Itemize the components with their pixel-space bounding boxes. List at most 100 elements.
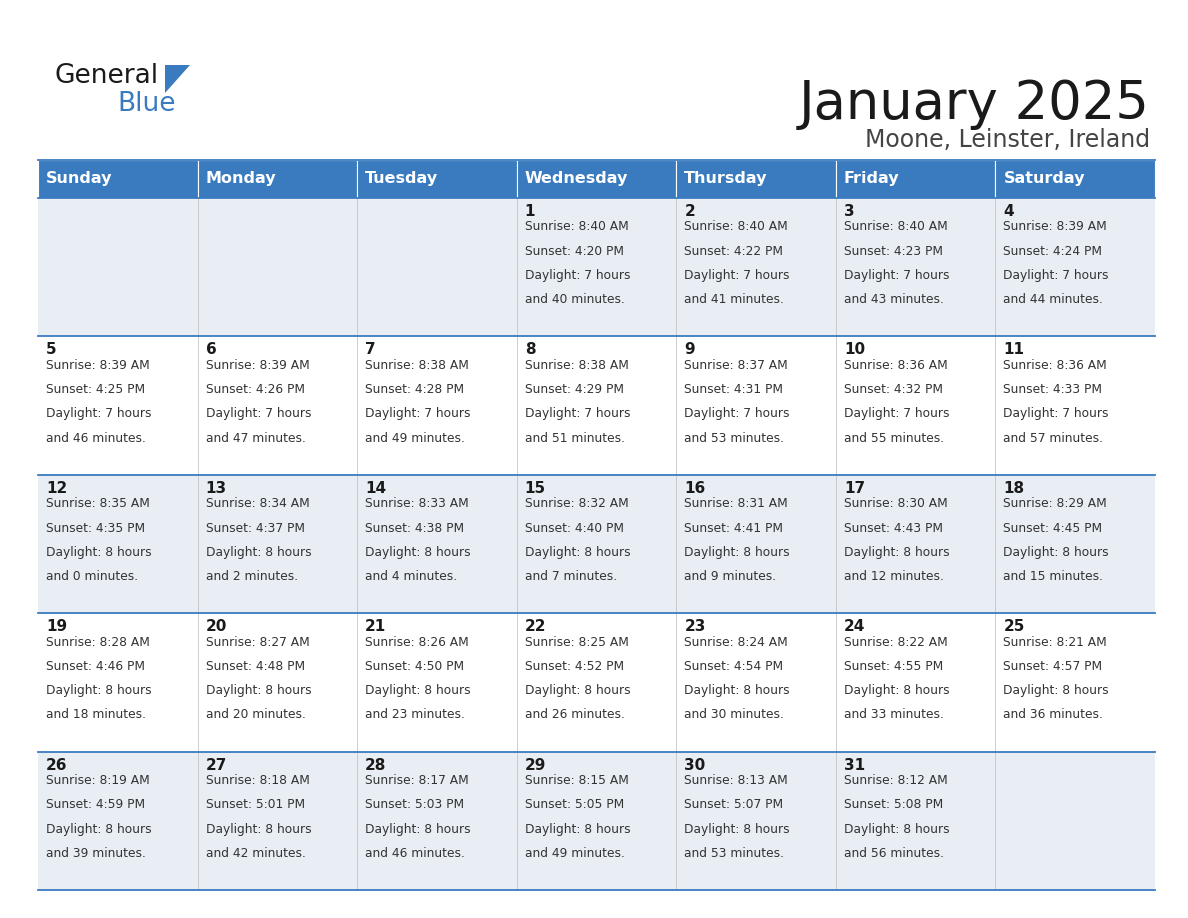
Bar	[38, 752, 1155, 890]
Text: and 23 minutes.: and 23 minutes.	[365, 709, 465, 722]
Text: Daylight: 8 hours: Daylight: 8 hours	[46, 684, 152, 697]
Text: Daylight: 8 hours: Daylight: 8 hours	[843, 684, 949, 697]
Text: Daylight: 7 hours: Daylight: 7 hours	[365, 408, 470, 420]
Text: Daylight: 8 hours: Daylight: 8 hours	[684, 684, 790, 697]
Text: Daylight: 8 hours: Daylight: 8 hours	[843, 545, 949, 559]
Text: and 42 minutes.: and 42 minutes.	[206, 846, 305, 860]
Text: Sunset: 4:41 PM: Sunset: 4:41 PM	[684, 521, 783, 534]
Text: Sunrise: 8:18 AM: Sunrise: 8:18 AM	[206, 774, 309, 787]
Text: Sunset: 4:35 PM: Sunset: 4:35 PM	[46, 521, 145, 534]
Text: 9: 9	[684, 342, 695, 357]
Text: Sunset: 4:55 PM: Sunset: 4:55 PM	[843, 660, 943, 673]
Text: and 46 minutes.: and 46 minutes.	[46, 431, 146, 444]
Bar	[358, 160, 517, 198]
Text: General: General	[55, 63, 159, 89]
Text: 26: 26	[46, 757, 68, 773]
Text: Sunrise: 8:21 AM: Sunrise: 8:21 AM	[1004, 635, 1107, 649]
Bar	[996, 160, 1155, 198]
Text: Sunrise: 8:13 AM: Sunrise: 8:13 AM	[684, 774, 788, 787]
Text: and 4 minutes.: and 4 minutes.	[365, 570, 457, 583]
Text: and 26 minutes.: and 26 minutes.	[525, 709, 625, 722]
Text: Sunrise: 8:40 AM: Sunrise: 8:40 AM	[525, 220, 628, 233]
Bar	[836, 160, 996, 198]
Text: Saturday: Saturday	[1004, 172, 1085, 186]
Text: 12: 12	[46, 481, 68, 496]
Text: and 39 minutes.: and 39 minutes.	[46, 846, 146, 860]
Text: 28: 28	[365, 757, 386, 773]
Bar	[38, 613, 1155, 752]
Text: Daylight: 7 hours: Daylight: 7 hours	[525, 269, 630, 282]
Text: Daylight: 8 hours: Daylight: 8 hours	[46, 545, 152, 559]
Text: and 20 minutes.: and 20 minutes.	[206, 709, 305, 722]
Text: Sunset: 4:40 PM: Sunset: 4:40 PM	[525, 521, 624, 534]
Text: 20: 20	[206, 620, 227, 634]
Text: Sunrise: 8:17 AM: Sunrise: 8:17 AM	[365, 774, 469, 787]
Text: Sunrise: 8:25 AM: Sunrise: 8:25 AM	[525, 635, 628, 649]
Text: Sunrise: 8:39 AM: Sunrise: 8:39 AM	[206, 359, 309, 372]
Text: Moone, Leinster, Ireland: Moone, Leinster, Ireland	[865, 128, 1150, 152]
Text: 17: 17	[843, 481, 865, 496]
Text: Sunrise: 8:26 AM: Sunrise: 8:26 AM	[365, 635, 469, 649]
Text: Daylight: 7 hours: Daylight: 7 hours	[684, 269, 790, 282]
Text: Sunset: 4:38 PM: Sunset: 4:38 PM	[365, 521, 465, 534]
Bar	[38, 475, 1155, 613]
Text: 1: 1	[525, 204, 536, 219]
Text: Sunrise: 8:39 AM: Sunrise: 8:39 AM	[46, 359, 150, 372]
Text: Daylight: 7 hours: Daylight: 7 hours	[843, 408, 949, 420]
Text: 14: 14	[365, 481, 386, 496]
Text: Sunrise: 8:34 AM: Sunrise: 8:34 AM	[206, 498, 309, 510]
Text: Sunset: 4:43 PM: Sunset: 4:43 PM	[843, 521, 943, 534]
Text: Daylight: 7 hours: Daylight: 7 hours	[843, 269, 949, 282]
Text: Daylight: 8 hours: Daylight: 8 hours	[365, 684, 470, 697]
Text: 10: 10	[843, 342, 865, 357]
Text: Daylight: 8 hours: Daylight: 8 hours	[206, 545, 311, 559]
Text: Sunset: 4:46 PM: Sunset: 4:46 PM	[46, 660, 145, 673]
Text: Sunset: 4:24 PM: Sunset: 4:24 PM	[1004, 245, 1102, 258]
Text: Sunrise: 8:30 AM: Sunrise: 8:30 AM	[843, 498, 948, 510]
Text: Sunset: 4:52 PM: Sunset: 4:52 PM	[525, 660, 624, 673]
Text: 29: 29	[525, 757, 546, 773]
Text: Tuesday: Tuesday	[365, 172, 438, 186]
Text: and 36 minutes.: and 36 minutes.	[1004, 709, 1104, 722]
Text: Sunday: Sunday	[46, 172, 113, 186]
Text: 3: 3	[843, 204, 854, 219]
Text: Sunset: 4:31 PM: Sunset: 4:31 PM	[684, 383, 783, 397]
Text: and 51 minutes.: and 51 minutes.	[525, 431, 625, 444]
Text: Sunrise: 8:12 AM: Sunrise: 8:12 AM	[843, 774, 948, 787]
Text: 4: 4	[1004, 204, 1015, 219]
Text: Daylight: 8 hours: Daylight: 8 hours	[1004, 684, 1110, 697]
Text: Sunrise: 8:37 AM: Sunrise: 8:37 AM	[684, 359, 788, 372]
Text: Daylight: 7 hours: Daylight: 7 hours	[1004, 269, 1108, 282]
Bar	[517, 160, 676, 198]
Text: Sunset: 4:23 PM: Sunset: 4:23 PM	[843, 245, 943, 258]
Text: Daylight: 7 hours: Daylight: 7 hours	[525, 408, 630, 420]
Text: Sunset: 4:50 PM: Sunset: 4:50 PM	[365, 660, 465, 673]
Bar	[38, 198, 1155, 336]
Text: 31: 31	[843, 757, 865, 773]
Text: Daylight: 8 hours: Daylight: 8 hours	[843, 823, 949, 835]
Text: and 0 minutes.: and 0 minutes.	[46, 570, 138, 583]
Text: 27: 27	[206, 757, 227, 773]
Text: and 53 minutes.: and 53 minutes.	[684, 431, 784, 444]
Text: Sunset: 4:32 PM: Sunset: 4:32 PM	[843, 383, 943, 397]
Text: and 41 minutes.: and 41 minutes.	[684, 293, 784, 307]
Text: and 7 minutes.: and 7 minutes.	[525, 570, 617, 583]
Text: Sunrise: 8:15 AM: Sunrise: 8:15 AM	[525, 774, 628, 787]
Text: Daylight: 7 hours: Daylight: 7 hours	[206, 408, 311, 420]
Text: and 53 minutes.: and 53 minutes.	[684, 846, 784, 860]
Text: Wednesday: Wednesday	[525, 172, 628, 186]
Text: Sunrise: 8:24 AM: Sunrise: 8:24 AM	[684, 635, 788, 649]
Text: 23: 23	[684, 620, 706, 634]
Text: 22: 22	[525, 620, 546, 634]
Text: Sunset: 5:01 PM: Sunset: 5:01 PM	[206, 799, 304, 812]
Text: 25: 25	[1004, 620, 1025, 634]
Text: 13: 13	[206, 481, 227, 496]
Text: Blue: Blue	[116, 91, 176, 117]
Text: and 44 minutes.: and 44 minutes.	[1004, 293, 1104, 307]
Text: Sunrise: 8:38 AM: Sunrise: 8:38 AM	[365, 359, 469, 372]
Text: Sunset: 4:22 PM: Sunset: 4:22 PM	[684, 245, 783, 258]
Text: Daylight: 8 hours: Daylight: 8 hours	[365, 545, 470, 559]
Text: and 15 minutes.: and 15 minutes.	[1004, 570, 1104, 583]
Text: Sunset: 5:05 PM: Sunset: 5:05 PM	[525, 799, 624, 812]
Text: Sunrise: 8:39 AM: Sunrise: 8:39 AM	[1004, 220, 1107, 233]
